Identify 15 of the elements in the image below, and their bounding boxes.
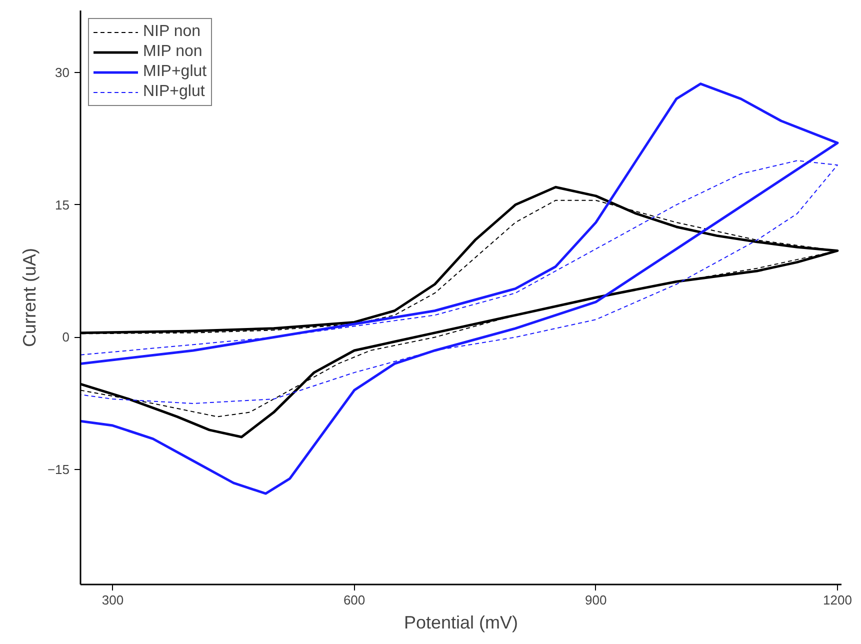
legend-label: NIP+glut	[143, 83, 205, 101]
legend-label: MIP+glut	[143, 63, 207, 81]
y-tick-label: 30	[55, 64, 70, 80]
line-series	[80, 82, 839, 495]
legend-label: MIP non	[143, 43, 202, 61]
y-tick-label: −15	[47, 462, 70, 478]
x-axis-title: Potential (mV)	[404, 612, 518, 632]
x-tick-label: 1200	[823, 592, 852, 608]
legend-label: NIP non	[143, 23, 201, 41]
x-tick-label: 600	[343, 592, 366, 608]
x-tick-label: 300	[102, 592, 124, 608]
y-tick-label: 0	[62, 330, 70, 345]
y-axis-title: Current (uA)	[19, 248, 40, 348]
y-tick-label: 15	[55, 197, 70, 212]
x-tick-label: 900	[585, 592, 607, 608]
